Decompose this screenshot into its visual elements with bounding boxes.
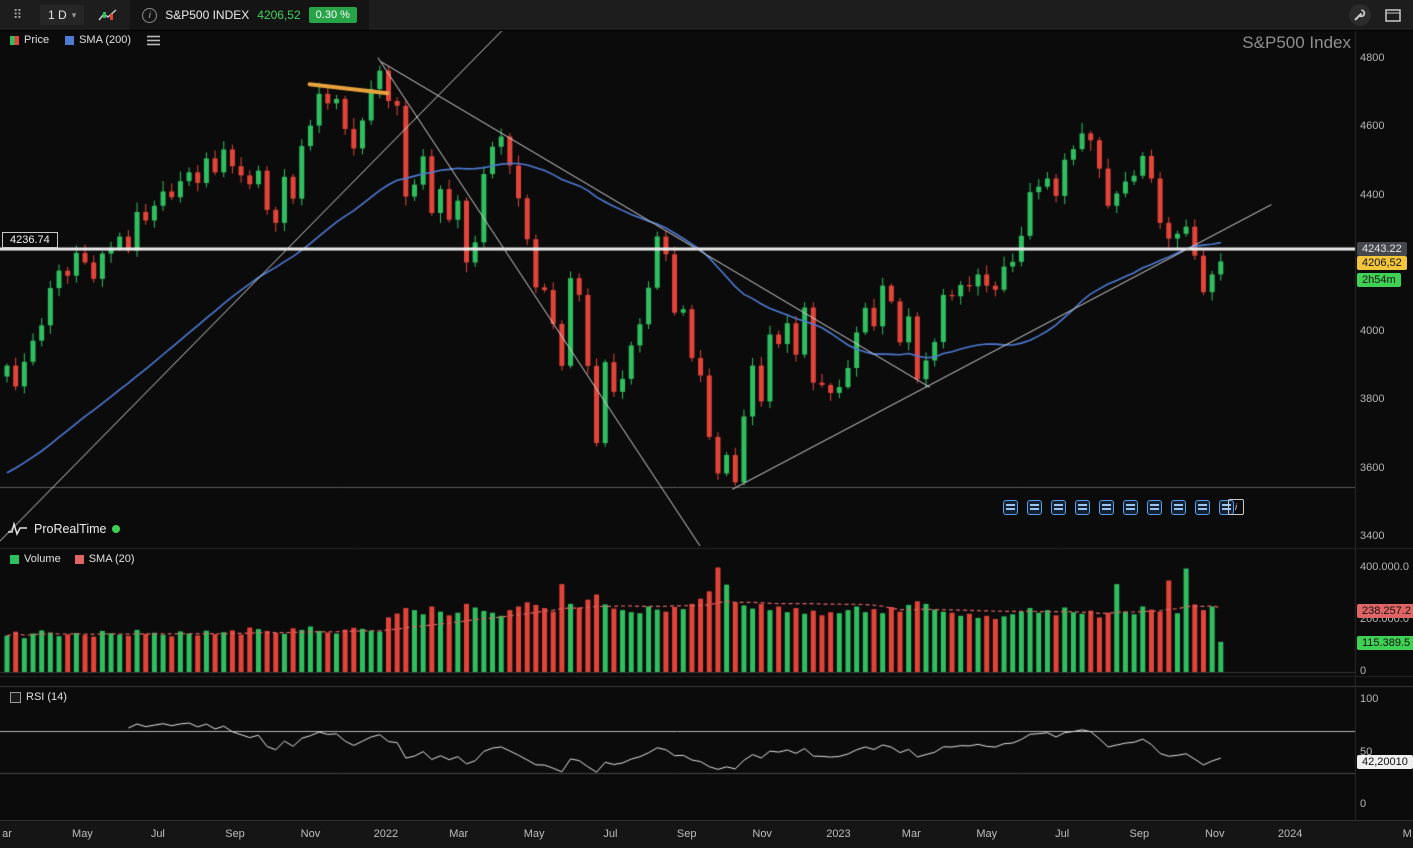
price-tick-label: 4600 xyxy=(1360,120,1385,133)
legend-volume[interactable]: Volume xyxy=(10,553,61,565)
clipboard-icon[interactable] xyxy=(1123,500,1138,515)
symbol-box[interactable]: i S&P500 INDEX 4206,52 0.30 % xyxy=(130,0,369,30)
workspace-icon[interactable]: ⠿ xyxy=(12,7,24,22)
chevron-down-icon: ▾ xyxy=(71,9,77,20)
time-tick-label: Mar xyxy=(449,828,469,840)
chart-type-icon[interactable] xyxy=(96,3,120,27)
fullscreen-icon[interactable] xyxy=(1381,3,1405,27)
time-tick-label: Nov xyxy=(1204,828,1225,840)
legend-sma200[interactable]: SMA (200) xyxy=(65,34,131,46)
time-tick-label: 2023 xyxy=(826,828,851,840)
price-chip-icon xyxy=(10,35,19,45)
info-box-icon[interactable]: i xyxy=(1228,499,1244,515)
volsma-chip-icon xyxy=(74,554,84,564)
time-tick-label: Nov xyxy=(300,828,321,840)
price-tick-label: 4400 xyxy=(1360,188,1385,201)
toolbar-right xyxy=(1349,3,1405,27)
candle-countdown-label: 2h54m xyxy=(1357,273,1401,287)
order-clipboard-icon-row xyxy=(1003,500,1234,515)
top-toolbar: ⠿ 1 D ▾ i S&P500 INDEX 4206,52 0.30 % xyxy=(0,0,1413,31)
legend-price-label: Price xyxy=(24,34,50,46)
volume-tick-label: 0 xyxy=(1360,665,1367,677)
time-tick-label: Sep xyxy=(1129,828,1150,840)
clipboard-icon[interactable] xyxy=(1003,500,1018,515)
rsi-tick-label: 100 xyxy=(1360,693,1379,705)
rsi-legend-label: RSI (14) xyxy=(26,691,67,703)
prorealtime-logo: ProRealTime xyxy=(8,522,121,536)
legend-volume-label: Volume xyxy=(24,553,61,565)
symbol-label: S&P500 INDEX xyxy=(165,8,250,22)
clipboard-icon[interactable] xyxy=(1195,500,1210,515)
waveform-icon xyxy=(8,522,27,536)
legend-sma200-label: SMA (200) xyxy=(79,34,132,46)
price-tick-label: 4000 xyxy=(1360,325,1385,338)
indicator-menu[interactable] xyxy=(147,35,161,46)
chart-watermark: S&P500 Index xyxy=(1242,33,1351,52)
last-price-axis-label: 4206,52 xyxy=(1357,256,1407,270)
clipboard-icon[interactable] xyxy=(1099,500,1114,515)
volume-chip-icon xyxy=(10,554,19,564)
time-tick-label: 2022 xyxy=(373,828,399,840)
price-tick-label: 3400 xyxy=(1360,529,1385,542)
timeframe-dropdown[interactable]: 1 D ▾ xyxy=(40,5,85,25)
time-tick-label: Nov xyxy=(752,828,772,840)
time-tick-label: Jul xyxy=(603,828,618,840)
time-tick-label: Jul xyxy=(150,828,165,840)
sma200-chip-icon xyxy=(65,35,75,45)
volume-current-value-label: 115.389.5 xyxy=(1357,636,1413,650)
rsi-tick-label: 50 xyxy=(1360,745,1373,758)
rsi-legend[interactable]: RSI (14) xyxy=(10,691,67,703)
rsi-value-label: 42,20010 xyxy=(1357,755,1413,769)
last-price: 4206,52 xyxy=(257,8,301,22)
clipboard-icon[interactable] xyxy=(1075,500,1090,515)
time-tick-label: Sep xyxy=(676,828,697,840)
timeframe-label: 1 D xyxy=(48,8,67,22)
rsi-chip-icon xyxy=(10,691,21,703)
time-tick-label: May xyxy=(72,828,93,840)
wrench-icon[interactable] xyxy=(1349,4,1371,26)
clipboard-icon[interactable] xyxy=(1219,500,1234,515)
left-level-label: 4236.74 xyxy=(2,232,58,248)
time-tick-label: Sep xyxy=(225,828,245,840)
level-price-label: 4243.22 xyxy=(1357,242,1407,256)
clipboard-icon[interactable] xyxy=(1027,500,1042,515)
time-tick-label: Jul xyxy=(1055,828,1070,840)
price-tick-label: 3800 xyxy=(1360,393,1385,406)
hamburger-icon xyxy=(147,35,161,45)
price-legend: Price SMA (200) xyxy=(10,34,161,46)
legend-volsma-label: SMA (20) xyxy=(88,553,135,565)
time-axis[interactable]: ar May Jul Sep Nov 2022 Mar May Jul Sep Nov 2023 Mar… xyxy=(0,820,1413,848)
clipboard-icon[interactable] xyxy=(1051,500,1066,515)
volume-sma-value-label: 238.257.2 xyxy=(1357,604,1413,618)
prorealtime-label: ProRealTime xyxy=(34,522,107,536)
volume-legend: Volume SMA (20) xyxy=(10,553,135,565)
clipboard-icon[interactable] xyxy=(1147,500,1162,515)
time-tick-label: May xyxy=(976,828,998,840)
price-tick-label: 4800 xyxy=(1360,52,1385,64)
clipboard-icon[interactable] xyxy=(1171,500,1186,515)
time-tick-label: ar xyxy=(2,828,12,840)
time-tick-label: May xyxy=(523,828,545,840)
legend-volsma[interactable]: SMA (20) xyxy=(74,553,135,565)
price-tick-label: 3600 xyxy=(1360,461,1385,474)
connection-status-dot xyxy=(112,525,121,533)
time-tick-label: Mar xyxy=(901,828,921,840)
volume-tick-label: 400.000.0 xyxy=(1360,561,1409,573)
change-percent-badge: 0.30 % xyxy=(308,7,357,23)
rsi-tick-label: 0 xyxy=(1360,798,1367,810)
legend-price[interactable]: Price xyxy=(10,34,49,46)
time-tick-label: 2024 xyxy=(1277,828,1303,840)
info-icon[interactable]: i xyxy=(142,7,158,23)
time-tick-label: M xyxy=(1402,828,1412,840)
